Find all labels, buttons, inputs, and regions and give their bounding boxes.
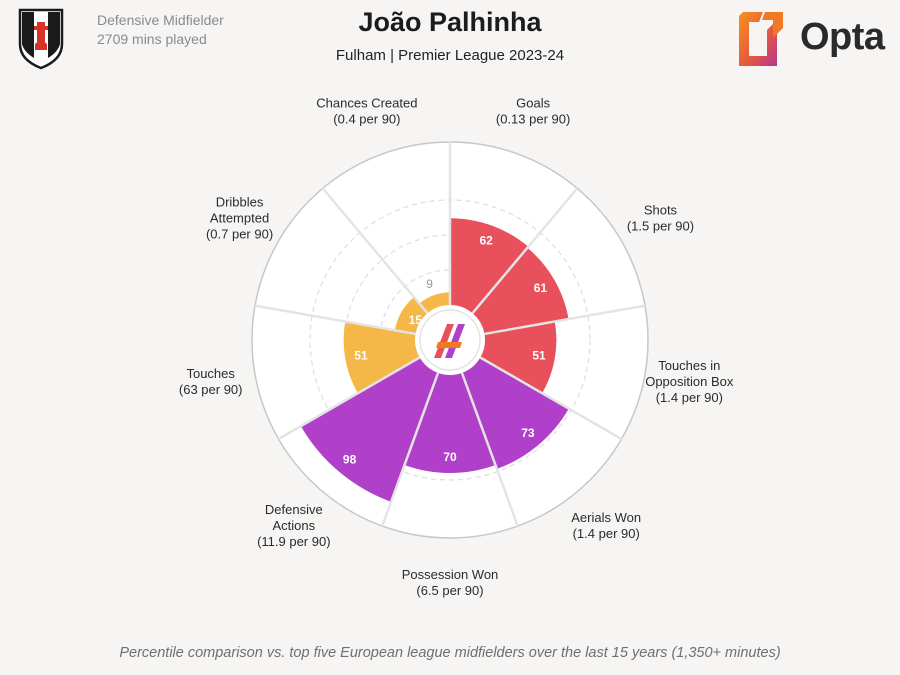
category-label-4: Aerials Won (1.4 per 90) <box>571 510 641 541</box>
category-label-1: Goals (0.13 per 90) <box>496 96 570 127</box>
value-label-1: 62 <box>480 234 494 248</box>
category-label-line: (1.4 per 90) <box>573 526 640 541</box>
category-label-9: Chances Created (0.4 per 90) <box>316 96 417 127</box>
player-position: Defensive Midfielder <box>97 12 224 28</box>
value-label-8: 15 <box>409 313 423 327</box>
opta-mark-icon <box>434 324 465 358</box>
radar-spoke-3 <box>484 304 646 336</box>
category-label-line: Defensive <box>265 502 323 517</box>
category-label-line: Attempted <box>210 211 269 226</box>
radar-spoke-7 <box>277 356 421 441</box>
player-info: Defensive Midfielder 2709 mins played <box>97 11 224 49</box>
category-label-line: Opposition Box <box>645 374 734 389</box>
page-subtitle: Fulham | Premier League 2023-24 <box>335 47 565 64</box>
category-label-5: Possession Won (6.5 per 90) <box>402 567 499 598</box>
radar-spoke-9 <box>321 187 429 314</box>
center-badge <box>419 309 481 371</box>
category-label-line: (6.5 per 90) <box>416 583 483 598</box>
bar-touches-in-opposition-box <box>480 321 557 394</box>
opta-logo-icon <box>735 8 787 75</box>
category-label-3: Touches in Opposition Box (1.4 per 90) <box>645 358 734 405</box>
value-label-4: 73 <box>521 426 535 440</box>
category-label-line: Aerials Won <box>571 510 641 525</box>
radar-spoke-8 <box>254 304 416 336</box>
bar-goals <box>450 218 529 314</box>
category-label-7: Touches (63 per 90) <box>179 366 243 397</box>
category-label-line: (63 per 90) <box>179 382 243 397</box>
category-label-line: (1.4 per 90) <box>656 390 723 405</box>
bar-shots <box>472 247 569 334</box>
value-label-9: 9 <box>426 277 433 291</box>
value-label-2: 61 <box>534 281 548 295</box>
page-title: João Palhinha <box>358 7 542 37</box>
radar-spoke-6 <box>381 372 440 527</box>
category-label-2: Shots (1.5 per 90) <box>627 203 694 234</box>
club-crest-icon <box>18 8 64 75</box>
value-label-3: 51 <box>532 349 546 363</box>
category-label-line: Chances Created <box>316 96 417 111</box>
category-label-line: Possession Won <box>402 567 499 582</box>
radar-spoke-4 <box>479 356 623 441</box>
opta-wordmark: Opta <box>800 16 885 58</box>
bar-dribbles-attempted <box>394 297 428 334</box>
radar-spokes <box>254 142 646 527</box>
footnote: Percentile comparison vs. top five Europ… <box>119 645 781 661</box>
radar-category-labels: Goals (0.13 per 90) Shots (1.5 per 90) Touch… <box>179 96 734 598</box>
minutes-played: 2709 mins played <box>97 31 207 47</box>
category-label-line: Touches in <box>658 358 720 373</box>
bar-aerials-won <box>461 357 569 469</box>
value-label-5: 70 <box>443 450 457 464</box>
category-label-line: Actions <box>272 518 315 533</box>
category-label-6: Defensive Actions (11.9 per 90) <box>257 502 330 549</box>
radar-value-labels: 62 61 51 73 70 98 51 15 9 <box>343 234 547 467</box>
radar-spoke-5 <box>460 372 519 527</box>
category-label-line: (0.13 per 90) <box>496 112 570 127</box>
radar-spoke-2 <box>471 187 579 314</box>
category-label-line: Goals <box>516 96 550 111</box>
value-label-7: 51 <box>354 349 368 363</box>
category-label-line: (0.7 per 90) <box>206 227 273 242</box>
category-label-8: Dribbles Attempted (0.7 per 90) <box>206 195 273 242</box>
category-label-line: (0.4 per 90) <box>333 112 400 127</box>
value-label-6: 98 <box>343 453 357 467</box>
center-circle <box>419 309 481 371</box>
bar-touches <box>343 321 420 394</box>
category-label-line: (11.9 per 90) <box>257 534 330 549</box>
bar-possession-won <box>404 372 496 473</box>
bar-chances-created <box>419 292 450 314</box>
category-label-line: Touches <box>186 366 235 381</box>
category-label-line: Dribbles <box>216 195 264 210</box>
category-label-line: (1.5 per 90) <box>627 219 694 234</box>
category-label-line: Shots <box>644 203 678 218</box>
